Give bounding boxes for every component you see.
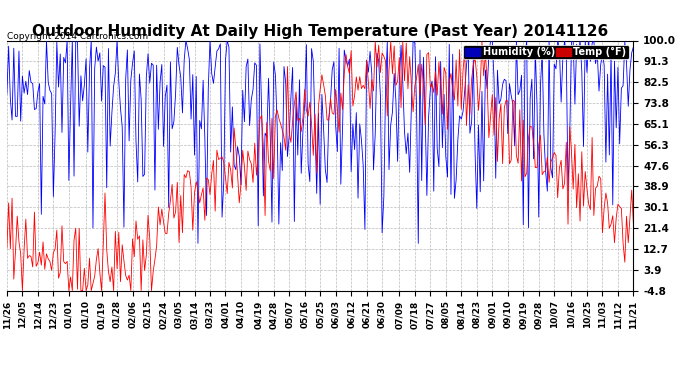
Text: Copyright 2014 Cartronics.com: Copyright 2014 Cartronics.com bbox=[7, 32, 148, 41]
Legend: Humidity (%), Temp (°F): Humidity (%), Temp (°F) bbox=[463, 45, 629, 59]
Title: Outdoor Humidity At Daily High Temperature (Past Year) 20141126: Outdoor Humidity At Daily High Temperatu… bbox=[32, 24, 609, 39]
